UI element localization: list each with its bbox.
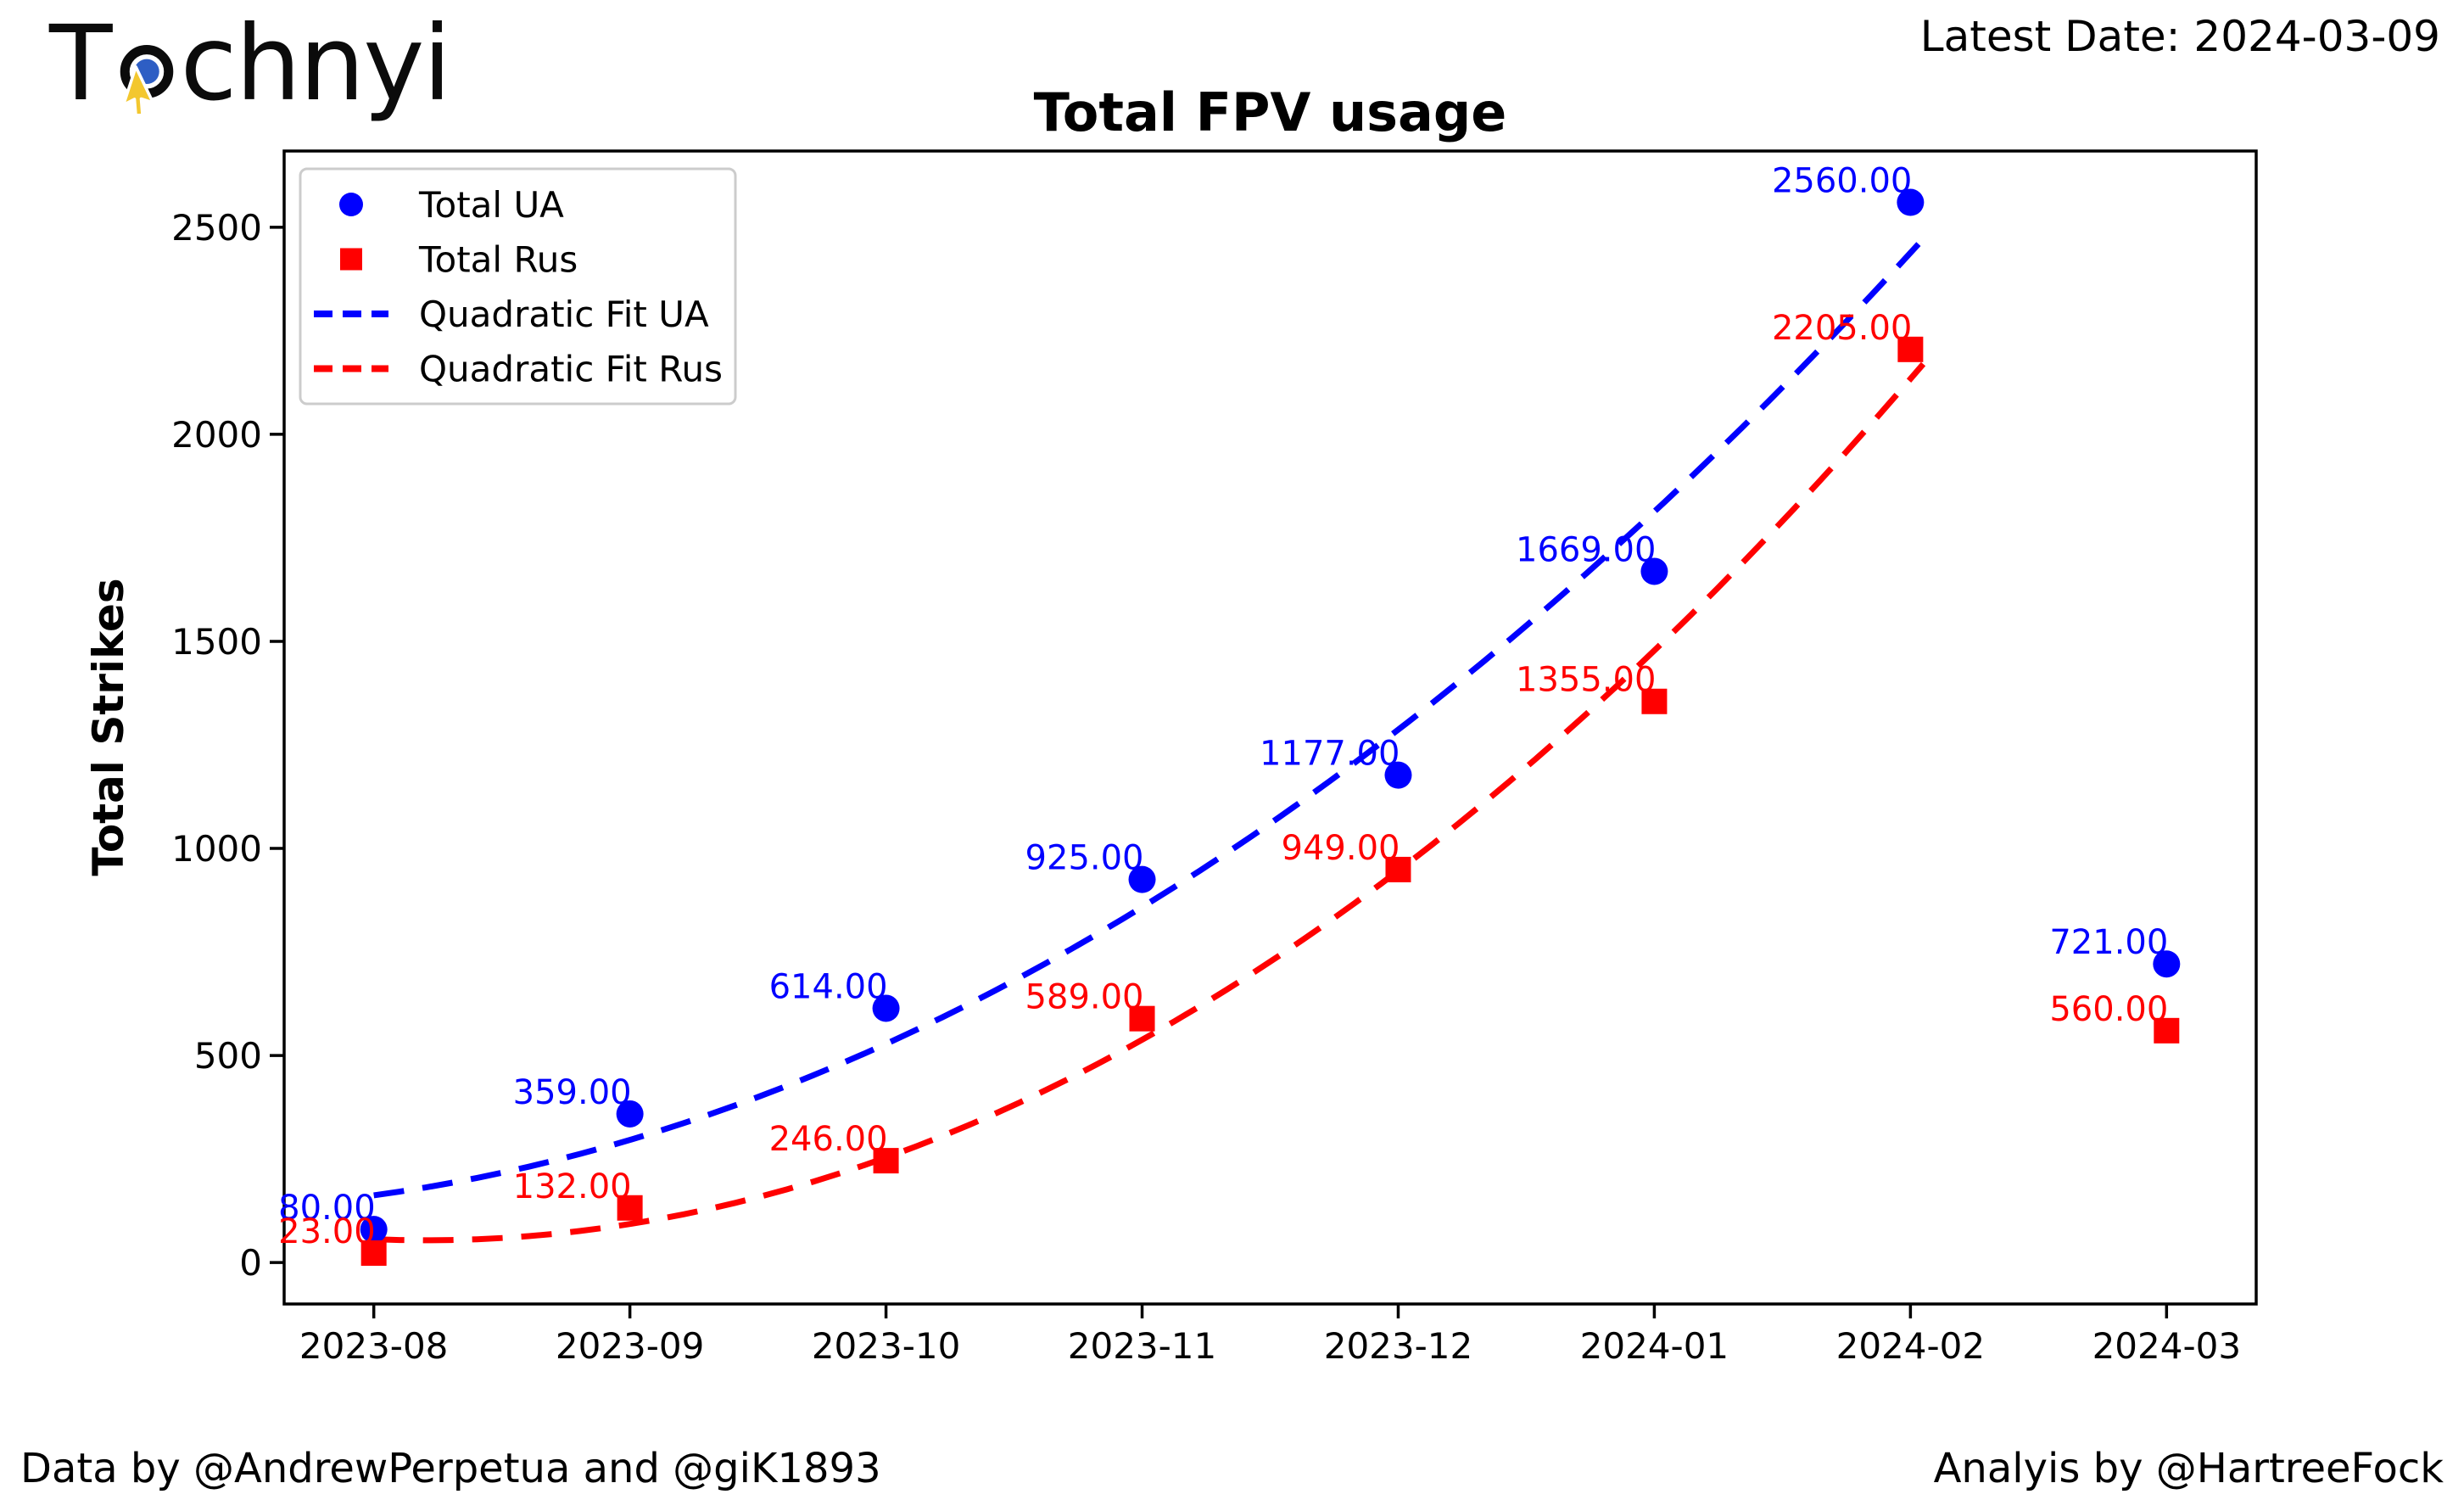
x-tick-label: 2023-12 <box>1324 1325 1473 1367</box>
legend-box <box>299 167 737 406</box>
y-tick-label: 0 <box>239 1242 262 1284</box>
data-label-total-ua: 359.00 <box>513 1073 632 1112</box>
data-point-total-ua <box>1897 188 1925 216</box>
legend-label: Quadratic Fit UA <box>419 294 709 335</box>
data-point-total-ua <box>1128 865 1156 893</box>
x-tick-label: 2023-09 <box>556 1325 705 1367</box>
data-point-total-ua <box>1384 761 1412 789</box>
data-label-total-ua: 614.00 <box>769 967 888 1006</box>
data-point-total-ua <box>1640 557 1668 585</box>
plot-border <box>282 149 2258 1306</box>
data-label-total-rus: 949.00 <box>1282 829 1400 868</box>
data-point-total-rus <box>617 1195 643 1221</box>
fit-line-ua <box>373 237 1926 1199</box>
data-label-total-ua: 1669.00 <box>1516 530 1656 569</box>
fit-line-rus <box>373 361 1926 1244</box>
logo-text-suffix: chnyi <box>180 3 452 124</box>
credit-analysis-by: Analyis by @HartreeFock <box>1933 1445 2444 1492</box>
latest-date-label: Latest Date: 2024-03-09 <box>1919 12 2440 61</box>
data-label-total-rus: 246.00 <box>769 1120 888 1159</box>
data-label-total-ua: 925.00 <box>1025 839 1144 878</box>
data-point-total-rus <box>1897 336 1924 362</box>
data-point-total-rus <box>1129 1005 1155 1032</box>
y-tick-label: 1000 <box>171 828 262 870</box>
data-point-total-ua <box>2153 950 2181 978</box>
data-point-total-ua <box>360 1216 388 1244</box>
data-label-total-ua: 1177.00 <box>1260 735 1400 774</box>
chart-title: Total FPV usage <box>1033 81 1507 143</box>
x-tick-label: 2023-10 <box>812 1325 961 1367</box>
data-label-total-rus: 1355.00 <box>1516 661 1656 700</box>
y-tick-label: 2000 <box>171 414 262 456</box>
x-tick-label: 2024-03 <box>2092 1325 2242 1367</box>
data-point-total-ua <box>616 1100 644 1128</box>
x-tick-label: 2024-01 <box>1580 1325 1729 1367</box>
y-tick-label: 2500 <box>171 207 262 249</box>
data-point-total-rus <box>1641 688 1668 714</box>
legend-label: Quadratic Fit Rus <box>419 349 723 390</box>
data-point-total-rus <box>360 1240 387 1266</box>
y-tick-label: 500 <box>194 1035 262 1077</box>
logo-target-cursor-icon <box>120 45 173 114</box>
legend-label: Total UA <box>418 184 564 226</box>
data-point-total-rus <box>1385 856 1411 882</box>
data-label-total-ua: 721.00 <box>2049 923 2168 962</box>
legend-label: Total Rus <box>418 239 578 281</box>
data-label-total-ua: 80.00 <box>278 1189 376 1228</box>
credit-data-by: Data by @AndrewPerpetua and @giK1893 <box>20 1445 881 1492</box>
data-point-total-ua <box>872 994 900 1022</box>
data-label-total-rus: 560.00 <box>2049 990 2168 1029</box>
data-label-total-rus: 132.00 <box>513 1167 632 1206</box>
x-tick-label: 2024-02 <box>1836 1325 1986 1367</box>
legend-marker-circle <box>339 193 363 216</box>
logo-text-prefix: T <box>49 3 113 124</box>
cursor-icon <box>121 65 154 114</box>
x-tick-label: 2023-11 <box>1068 1325 1217 1367</box>
data-label-total-rus: 589.00 <box>1025 978 1144 1017</box>
data-label-total-ua: 2560.00 <box>1772 162 1912 201</box>
data-point-total-rus <box>873 1148 899 1174</box>
logo: T chnyi <box>49 3 452 124</box>
x-tick-label: 2023-08 <box>299 1325 449 1367</box>
data-label-total-rus: 2205.00 <box>1772 309 1912 348</box>
y-tick-label: 1500 <box>171 621 262 663</box>
data-point-total-rus <box>2154 1017 2180 1044</box>
legend-marker-square <box>340 248 362 271</box>
data-label-total-rus: 23.00 <box>278 1212 376 1251</box>
